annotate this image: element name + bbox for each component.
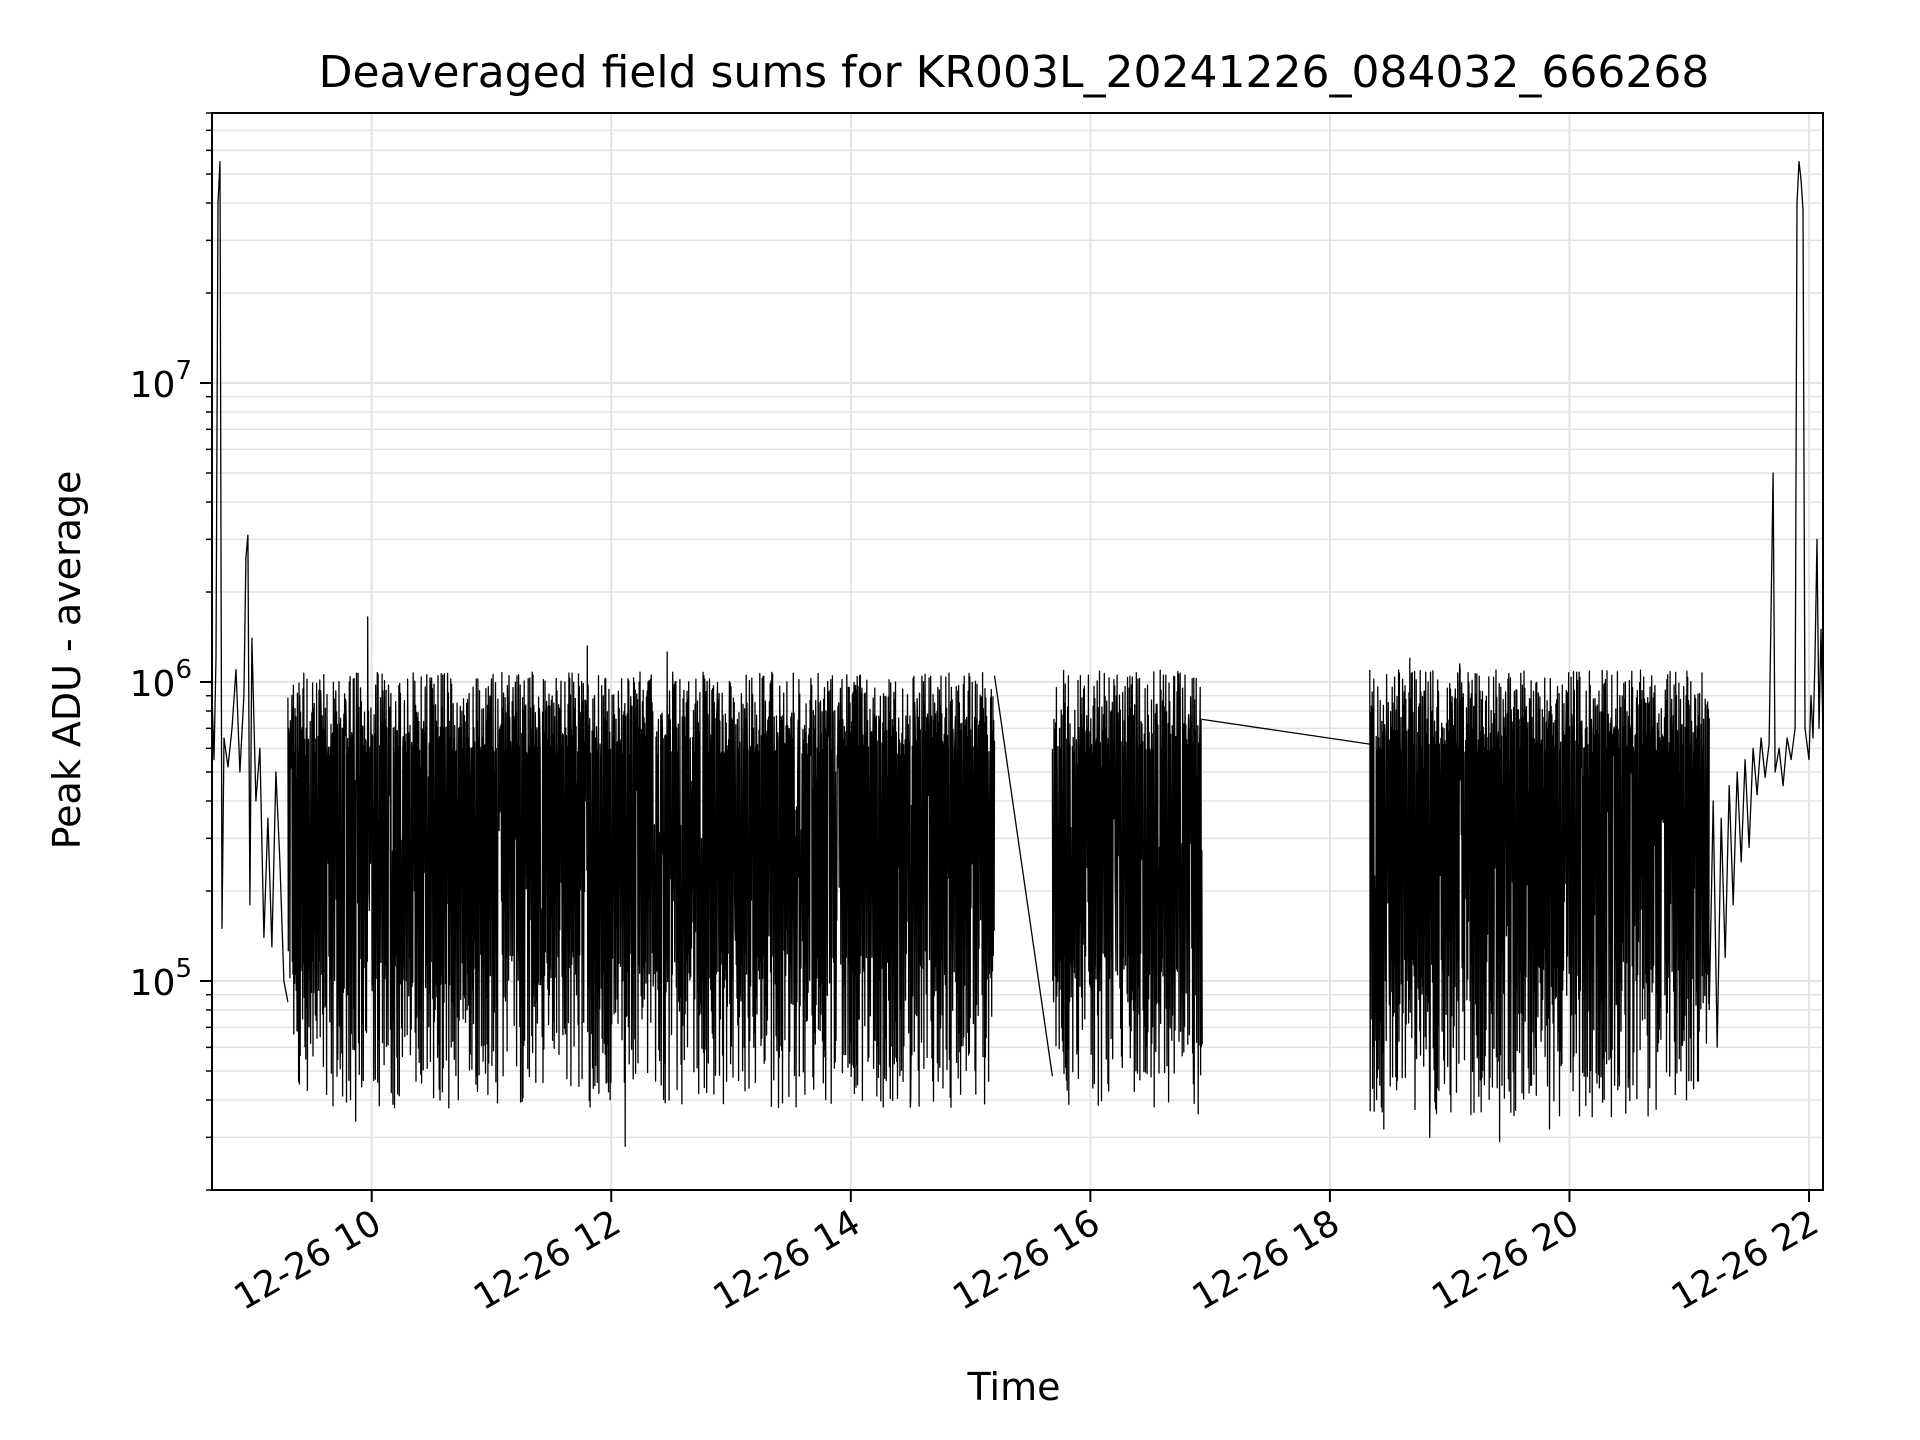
series-segment-3: [993, 675, 1054, 1077]
plot-frame: [211, 112, 1824, 1191]
data-series: [211, 161, 1824, 1147]
x-tick-label: 12-26 20: [1425, 1202, 1586, 1318]
chart-title: Deaveraged field sums for KR003L_2024122…: [319, 47, 1710, 98]
series-segment-6: [1369, 657, 1710, 1143]
x-axis-label: Time: [967, 1365, 1061, 1409]
x-tick-label: 12-26 16: [946, 1202, 1107, 1318]
x-tick-label: 12-26 18: [1186, 1202, 1347, 1318]
series-segment-4: [1051, 669, 1203, 1115]
x-tick-label: 12-26 10: [228, 1202, 389, 1318]
x-tick-label: 12-26 22: [1665, 1202, 1826, 1318]
y-tick-label: 105: [130, 954, 192, 1004]
x-axis: 12-26 10 12-26 12 12-26 14 12-26 16 12-26 18…: [228, 1190, 1826, 1319]
x-tick-label: 12-26 14: [707, 1202, 868, 1318]
y-axis-label: Peak ADU - average: [45, 471, 89, 850]
y-tick-label: 106: [130, 655, 192, 705]
series-segment-5: [1202, 718, 1370, 745]
series-segment-1: [211, 161, 289, 1003]
y-axis: 105 106 107: [130, 112, 212, 1191]
series-segment-2: [287, 616, 996, 1147]
series-segment-7: [1708, 161, 1824, 1048]
y-tick-label: 107: [130, 356, 192, 406]
x-tick-label: 12-26 12: [467, 1202, 628, 1318]
